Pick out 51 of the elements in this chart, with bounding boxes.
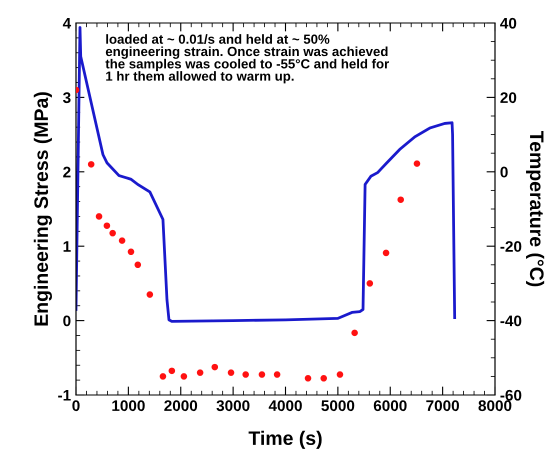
- x-tick-label: 4000: [268, 400, 302, 412]
- y2-tick-label: 20: [500, 92, 516, 104]
- x-tick-label: 7000: [426, 400, 459, 412]
- point: [128, 248, 134, 256]
- point: [109, 230, 116, 236]
- point: [304, 375, 312, 382]
- point: [168, 368, 176, 374]
- x-tick-label: 8000: [478, 400, 512, 412]
- x-tick-label: 1000: [112, 400, 145, 412]
- y-tick-label: 1: [64, 241, 71, 252]
- y-tick-label: -1: [58, 390, 71, 401]
- x-axis-title: Time (s): [248, 430, 322, 449]
- point: [180, 373, 188, 380]
- point: [96, 213, 102, 220]
- x-tick-label: 0: [72, 400, 80, 412]
- point: [242, 371, 249, 378]
- point: [258, 371, 266, 378]
- x-tick-label: 6000: [374, 400, 407, 412]
- x-tick-label: 2000: [164, 400, 198, 412]
- y2-tick-label: -60: [500, 390, 522, 401]
- point: [336, 371, 344, 378]
- line-series: [76, 26, 456, 323]
- x-tick-label: 3000: [216, 400, 250, 412]
- y-axis-title: Engineering Stress (MPa): [34, 92, 52, 326]
- point: [134, 262, 142, 268]
- point: [320, 375, 327, 382]
- point: [351, 330, 358, 336]
- annotation: loaded at ~ 0.01/s and held at ~ 50% engineering strain. Once strain was achieved the samples was cooled to -55°C and held for 1 hr them allowed to warm up.: [105, 34, 390, 84]
- point: [414, 160, 420, 167]
- y-tick-label: 0: [63, 315, 71, 326]
- y2-tick-label: -20: [500, 241, 522, 252]
- point: [146, 291, 154, 298]
- y-tick-label: 2: [63, 166, 71, 178]
- y2-tick-label: -40: [500, 315, 522, 326]
- y2-tick-label: 0: [500, 166, 508, 178]
- point: [160, 373, 166, 380]
- point: [382, 250, 390, 256]
- y-tick-label: 4: [62, 18, 72, 29]
- point: [397, 196, 404, 203]
- y2-axis-title: Temperature (°C): [526, 130, 544, 286]
- y2-tick-label: 40: [500, 18, 516, 29]
- point: [196, 369, 204, 376]
- point: [88, 161, 94, 168]
- point: [366, 280, 374, 287]
- point: [212, 364, 218, 370]
- point: [104, 222, 110, 229]
- y-tick-label: 3: [62, 92, 71, 104]
- point: [118, 237, 126, 244]
- x-tick-label: 5000: [321, 400, 354, 412]
- point: [274, 371, 280, 378]
- point: [228, 369, 234, 376]
